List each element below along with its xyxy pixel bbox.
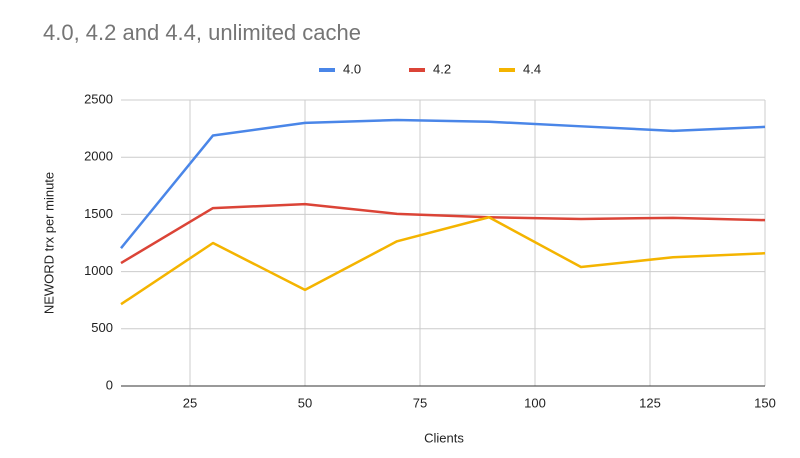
- y-tick-label: 1000: [84, 263, 113, 278]
- legend-label: 4.4: [523, 61, 541, 76]
- y-tick-label: 1500: [84, 206, 113, 221]
- y-tick-label: 500: [91, 320, 113, 335]
- x-tick-label: 150: [754, 395, 776, 410]
- x-tick-label: 50: [298, 395, 312, 410]
- x-tick-label: 100: [524, 395, 546, 410]
- x-axis-label: Clients: [424, 430, 464, 445]
- y-tick-label: 0: [106, 377, 113, 392]
- y-tick-label: 2500: [84, 91, 113, 106]
- y-axis-label: NEWORD trx per minute: [41, 172, 56, 314]
- series-line: [120, 118, 766, 249]
- series-line: [120, 202, 766, 265]
- x-tick-label: 75: [413, 395, 427, 410]
- legend-label: 4.0: [343, 61, 361, 76]
- chart-title: 4.0, 4.2 and 4.4, unlimited cache: [43, 20, 361, 45]
- y-tick-label: 2000: [84, 149, 113, 164]
- legend-label: 4.2: [433, 61, 451, 76]
- x-tick-label: 25: [183, 395, 197, 410]
- x-tick-label: 125: [639, 395, 661, 410]
- series-line: [120, 216, 766, 306]
